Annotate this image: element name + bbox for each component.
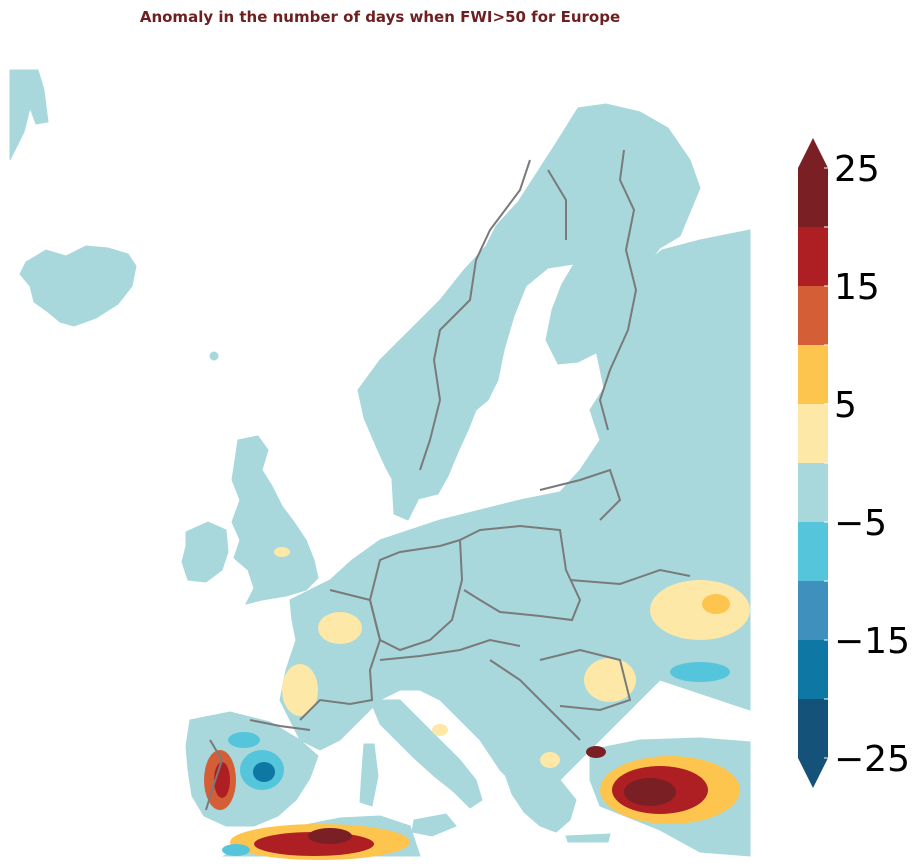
colorbar-band <box>798 168 828 228</box>
patch-africa-cool <box>222 844 250 856</box>
colorbar-band <box>798 522 828 582</box>
colorbar-band <box>798 345 828 405</box>
anomaly-patches <box>204 547 750 860</box>
denmark <box>391 473 419 521</box>
colorbar-extend-low-arrow <box>798 758 828 788</box>
border-alps <box>379 638 521 661</box>
border-finland-russia <box>598 149 638 431</box>
ireland <box>181 521 229 583</box>
border-norway-sweden <box>419 159 531 471</box>
map-title: Anomaly in the number of days when FWI>5… <box>139 8 621 26</box>
colorbar-bands <box>798 168 828 759</box>
country-borders <box>205 149 691 811</box>
patch-france <box>318 612 362 644</box>
border-france <box>299 589 382 721</box>
border-iberia <box>205 739 224 811</box>
great-britain <box>231 435 319 605</box>
corsica-sardinia <box>359 743 379 807</box>
italian-peninsula <box>369 699 483 809</box>
colorbar-tick-label: 15 <box>834 267 880 308</box>
colorbar-ticks <box>824 167 828 759</box>
faroe-islands <box>209 351 219 361</box>
colorbar-tick-label: −25 <box>834 739 910 780</box>
balkans-greece <box>499 759 577 833</box>
patch-africa-core <box>308 828 352 844</box>
patch-ukraine-core <box>702 594 730 614</box>
continental-europe <box>279 439 751 801</box>
colorbar-band <box>798 463 828 523</box>
border-sweden-finland <box>547 169 567 240</box>
border-baltics <box>539 468 622 521</box>
border-balkans <box>489 659 581 741</box>
colorbar-tick-label: −15 <box>834 621 910 662</box>
colorbar-band <box>798 640 828 700</box>
colorbar-band <box>798 581 828 641</box>
patch-uk <box>274 547 290 557</box>
patch-balkans <box>540 752 560 768</box>
colorbar-tick-label: −5 <box>834 503 887 544</box>
patch-black-sea-coast <box>670 662 730 682</box>
patch-iberia-core <box>214 762 230 798</box>
colorbar-band <box>798 286 828 346</box>
sicily <box>411 813 457 837</box>
colorbar-band <box>798 227 828 287</box>
europe-anomaly-map <box>9 69 751 860</box>
border-romania <box>539 648 632 712</box>
crete <box>565 833 611 843</box>
patch-turkey-core <box>624 778 676 806</box>
colorbar-legend: 25 15 5 −5 −15 −25 <box>798 138 910 788</box>
patch-sw-france <box>282 664 318 716</box>
border-poland <box>459 524 582 622</box>
border-spain-france <box>249 719 311 731</box>
colorbar-tick-label: 5 <box>834 385 857 426</box>
patch-iberia-north <box>228 732 260 748</box>
patch-italy <box>432 724 448 736</box>
colorbar-tick-labels: 25 15 5 −5 −15 −25 <box>834 149 910 780</box>
iceland <box>19 245 137 327</box>
patch-iberia-cold <box>253 762 275 782</box>
greenland-tip <box>9 69 49 161</box>
colorbar-band <box>798 699 828 759</box>
land-masses <box>9 69 751 857</box>
colorbar-extend-high-arrow <box>798 138 828 168</box>
border-belarus-ukraine <box>569 568 691 586</box>
patch-ukraine <box>650 580 750 640</box>
patch-greece-hot <box>586 746 606 758</box>
colorbar-tick-label: 25 <box>834 149 880 190</box>
colorbar-band <box>798 404 828 464</box>
